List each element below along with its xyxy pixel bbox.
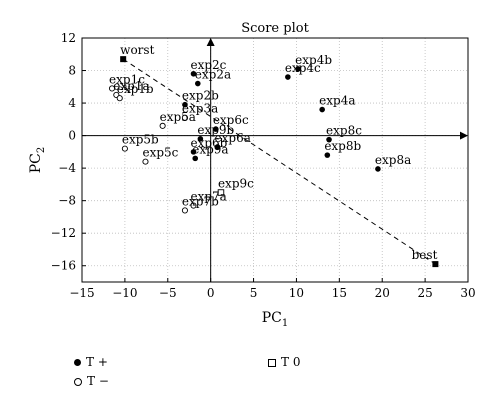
legend-t0: T 0 bbox=[268, 355, 300, 369]
x-tick-label: −5 bbox=[159, 286, 177, 300]
point-label-exp8b: exp8b bbox=[324, 139, 361, 153]
point-exp4c bbox=[285, 74, 291, 80]
point-label-exp8a: exp8a bbox=[375, 153, 411, 167]
point-label-exp8c: exp8c bbox=[326, 124, 362, 138]
point-label-exp9a: exp9a bbox=[192, 142, 228, 156]
point-label-exp1c: exp1c bbox=[109, 72, 145, 86]
y-tick-label: 8 bbox=[68, 64, 76, 78]
y-tick-label: −16 bbox=[51, 259, 76, 273]
legend-tplus-marker bbox=[74, 359, 81, 366]
point-exp9a bbox=[192, 155, 199, 162]
point-label-exp9c: exp9c bbox=[218, 177, 254, 191]
point-label-exp5c: exp5c bbox=[142, 146, 178, 160]
x-tick-label: 30 bbox=[460, 286, 475, 300]
point-exp1b bbox=[116, 95, 123, 102]
legend-tplus: T + bbox=[74, 355, 108, 369]
point-label-exp1a: exp1a bbox=[113, 79, 149, 93]
point-exp8c bbox=[326, 136, 332, 143]
x-tick-label: 0 bbox=[207, 286, 215, 300]
point-exp5c bbox=[142, 158, 149, 165]
point-label-exp9b: exp9b bbox=[197, 123, 234, 137]
y-tick-label: −8 bbox=[58, 194, 76, 208]
point-label-exp6a: exp6a bbox=[215, 131, 251, 145]
point-exp6b bbox=[190, 149, 197, 155]
point-exp9b bbox=[197, 136, 204, 142]
x-tick-label: −15 bbox=[69, 286, 94, 300]
x-tick-label: 25 bbox=[417, 286, 432, 300]
y-tick-label: 4 bbox=[68, 96, 76, 110]
y-tick-label: −4 bbox=[58, 161, 76, 175]
y-tick-label: 12 bbox=[61, 31, 76, 45]
point-label-exp7b: exp7b bbox=[182, 194, 219, 208]
point-exp4a bbox=[319, 106, 325, 113]
point-label-best: best bbox=[412, 248, 438, 262]
point-label-exp3a: exp3a bbox=[182, 102, 218, 116]
x-tick-label: 15 bbox=[332, 286, 347, 300]
point-worst bbox=[120, 56, 127, 63]
y-tick-label: 0 bbox=[68, 129, 76, 143]
point-exp5a bbox=[159, 122, 166, 129]
point-exp4b bbox=[295, 66, 301, 72]
x-tick-label: 20 bbox=[375, 286, 390, 300]
point-label-exp6c: exp6c bbox=[213, 113, 249, 127]
point-label-exp2b: exp2b bbox=[182, 89, 219, 103]
legend-tminus-marker bbox=[74, 377, 82, 386]
point-exp6a bbox=[214, 144, 221, 150]
point-exp1c bbox=[108, 85, 116, 92]
point-exp6c bbox=[213, 126, 219, 132]
point-label-exp4c: exp4c bbox=[285, 61, 321, 75]
point-exp9c bbox=[217, 189, 225, 196]
point-exp2c bbox=[190, 70, 197, 77]
y-axis-label: PC2 bbox=[28, 147, 47, 174]
legend-t0-label: T 0 bbox=[281, 355, 301, 369]
point-label-exp2a: exp2a bbox=[195, 68, 231, 82]
point-exp7a bbox=[190, 202, 197, 209]
point-exp8b bbox=[324, 152, 331, 158]
point-exp8a bbox=[375, 166, 381, 172]
chart-title: Score plot bbox=[241, 21, 309, 36]
point-exp2b bbox=[182, 101, 188, 108]
point-best bbox=[432, 261, 439, 268]
x-axis-label: PC1 bbox=[262, 310, 289, 329]
x-tick-label: 5 bbox=[250, 286, 258, 300]
point-exp3a bbox=[181, 114, 188, 121]
point-exp7b bbox=[181, 207, 188, 214]
y-tick-label: −12 bbox=[51, 226, 76, 240]
legend-tplus-label: T + bbox=[86, 355, 108, 369]
point-label-exp6b: exp6b bbox=[191, 136, 228, 150]
x-tick-label: 10 bbox=[289, 286, 304, 300]
x-tick-label: −10 bbox=[112, 286, 137, 300]
point-label-worst: worst bbox=[120, 43, 154, 57]
point-label-exp5a: exp5a bbox=[160, 110, 196, 124]
point-exp5b bbox=[121, 145, 128, 152]
point-label-exp4b: exp4b bbox=[295, 53, 332, 67]
point-label-exp5b: exp5b bbox=[122, 133, 159, 147]
point-label-exp7a: exp7a bbox=[191, 190, 227, 204]
plot-frame bbox=[81, 37, 469, 283]
point-label-exp4a: exp4a bbox=[319, 94, 355, 108]
point-exp2a bbox=[195, 80, 201, 87]
legend-tminus: T − bbox=[74, 374, 109, 388]
point-label-exp2c: exp2c bbox=[191, 58, 227, 72]
point-label-exp1b: exp1b bbox=[117, 82, 154, 96]
legend-tminus-label: T − bbox=[87, 374, 109, 388]
legend-t0-marker bbox=[268, 358, 276, 367]
